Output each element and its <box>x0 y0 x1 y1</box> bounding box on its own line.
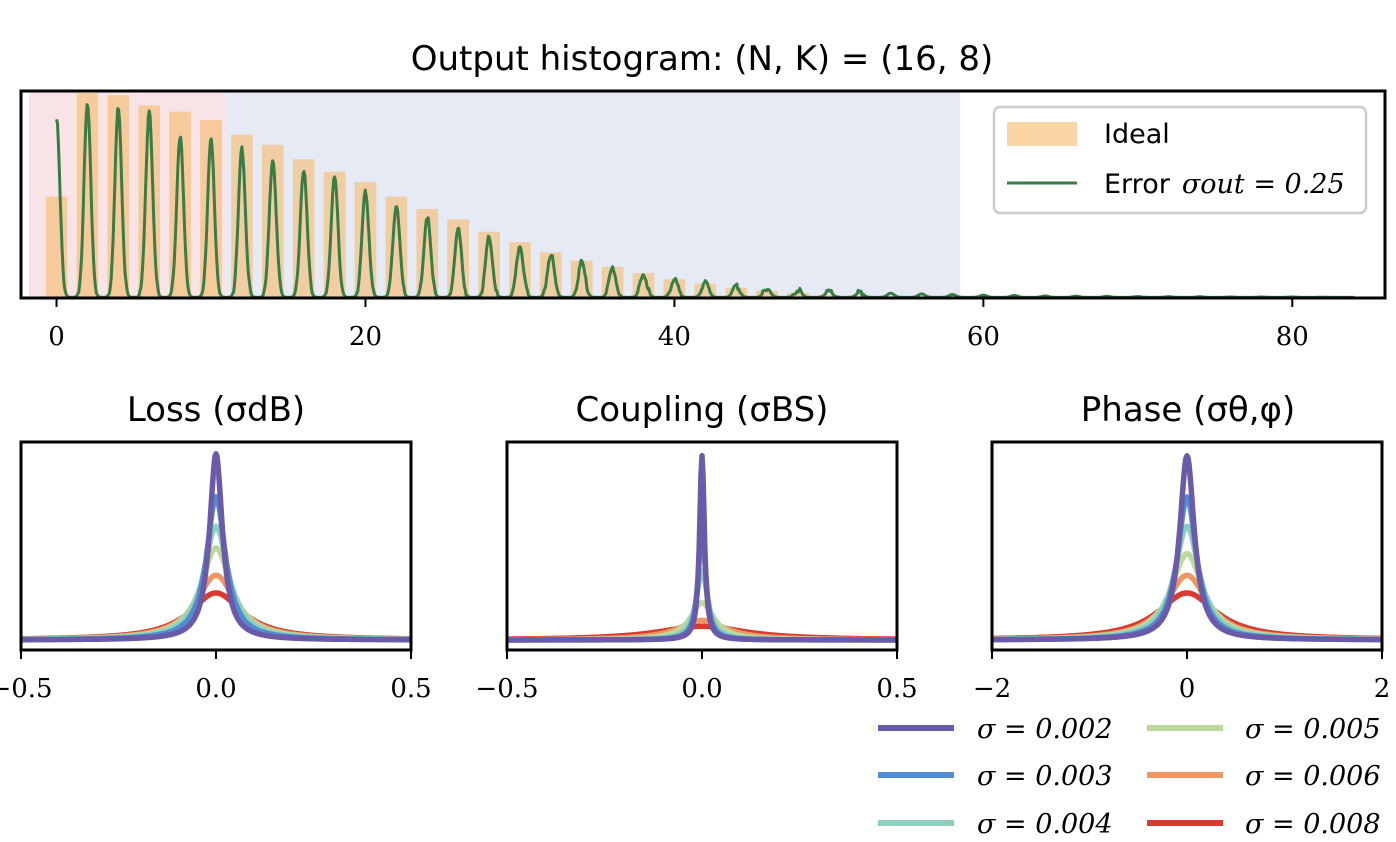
curve-sigma-0-004 <box>19 523 413 643</box>
ideal-bar <box>818 294 840 298</box>
x-tick-label: 0 <box>1179 674 1196 704</box>
curve-sigma-0-003 <box>990 494 1384 643</box>
histogram-frame <box>19 89 1387 300</box>
phase-title: Phase (σθ,φ) <box>1081 390 1295 430</box>
legend-label: σ = 0.006 <box>1245 761 1381 792</box>
legend-ideal-label: Ideal <box>1104 119 1170 150</box>
coupling-title: Coupling (σBS) <box>576 390 829 430</box>
curve-sigma-0-008 <box>990 590 1384 642</box>
phase-curves <box>990 453 1384 643</box>
curve-sigma-0-006 <box>505 617 899 643</box>
x-tick-label: 0.5 <box>876 674 917 704</box>
x-tick-label: −2 <box>973 674 1011 704</box>
shaded-region-2 <box>226 91 961 298</box>
loss-curves <box>19 451 413 643</box>
curve-sigma-0-008 <box>19 590 413 642</box>
ideal-bar <box>756 290 778 298</box>
curve-sigma-0-004 <box>505 568 899 643</box>
legend-label: σ = 0.008 <box>1245 809 1381 840</box>
sigma-legend: σ = 0.002 σ = 0.003 σ = 0.004 σ = 0.005 σ = … <box>878 714 1381 840</box>
histogram-legend: Ideal Error σout = 0.25 <box>992 105 1368 215</box>
legend-label: σ = 0.002 <box>977 714 1113 745</box>
x-tick-label: −0.5 <box>475 674 538 704</box>
curve-sigma-0-002 <box>19 451 413 643</box>
x-tick-label: 0.0 <box>681 674 722 704</box>
x-tick-label: 2 <box>1374 674 1391 704</box>
x-tick-label: 0.0 <box>195 674 236 704</box>
output-histogram-plot: Output histogram: (N, K) = (16, 8) 0 20 40… <box>19 39 1387 352</box>
loss-panel: Loss (σdB) −0.5 0.0 0.5 <box>0 390 432 704</box>
curve-sigma-0-005 <box>990 551 1384 642</box>
ideal-bar <box>725 287 748 298</box>
x-tick-label: 0.5 <box>390 674 431 704</box>
curve-sigma-0-003 <box>19 494 413 643</box>
phase-panel: Phase (σθ,φ) −2 0 2 <box>973 390 1390 704</box>
legend-label: σ = 0.005 <box>1245 714 1381 745</box>
x-tick-label: −0.5 <box>0 674 53 704</box>
x-tick-label: 60 <box>967 322 1000 352</box>
x-tick-label: 0 <box>48 322 65 352</box>
curve-sigma-0-004 <box>990 523 1384 643</box>
legend-ideal-swatch <box>1007 122 1077 146</box>
loss-title: Loss (σdB) <box>127 390 305 430</box>
phase-frame <box>990 440 1384 652</box>
curve-sigma-0-006 <box>19 572 413 642</box>
legend-label: σ = 0.003 <box>977 761 1113 792</box>
coupling-x-ticks: −0.5 0.0 0.5 <box>475 650 918 704</box>
ideal-bar <box>787 292 809 298</box>
loss-x-ticks: −0.5 0.0 0.5 <box>0 650 432 704</box>
curve-sigma-0-006 <box>990 572 1384 642</box>
curve-sigma-0-002 <box>505 453 899 643</box>
histogram-title: Output histogram: (N, K) = (16, 8) <box>411 39 994 79</box>
coupling-curves <box>505 453 899 643</box>
x-tick-label: 80 <box>1276 322 1309 352</box>
curve-sigma-0-002 <box>990 453 1384 643</box>
legend-label: σ = 0.004 <box>977 809 1113 840</box>
phase-x-ticks: −2 0 2 <box>973 650 1390 704</box>
legend-box <box>992 105 1368 215</box>
coupling-panel: Coupling (σBS) −0.5 0.0 0.5 <box>475 390 917 704</box>
legend-error-label: Error σout = 0.25 <box>1104 169 1345 200</box>
x-tick-label: 20 <box>349 322 382 352</box>
x-tick-label: 40 <box>658 322 691 352</box>
histogram-x-ticks: 0 20 40 60 80 <box>48 298 1309 352</box>
